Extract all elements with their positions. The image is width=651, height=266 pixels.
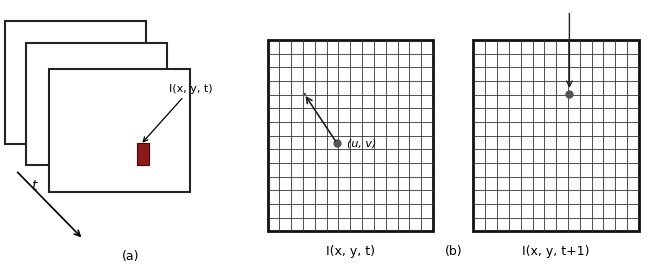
Text: I(x, y, t): I(x, y, t)	[326, 245, 375, 258]
Text: I(x, y, t): I(x, y, t)	[143, 84, 213, 142]
Bar	[26, 43, 167, 165]
Bar	[5, 21, 146, 144]
Text: I(x, y, t+1): I(x, y, t+1)	[522, 245, 590, 258]
Text: (b): (b)	[445, 245, 462, 258]
Bar	[473, 40, 639, 231]
Bar	[268, 40, 433, 231]
Text: (u, v): (u, v)	[347, 138, 376, 148]
Text: (a): (a)	[122, 250, 139, 263]
Text: t: t	[31, 179, 36, 193]
Bar	[137, 143, 149, 165]
Bar	[49, 69, 190, 192]
